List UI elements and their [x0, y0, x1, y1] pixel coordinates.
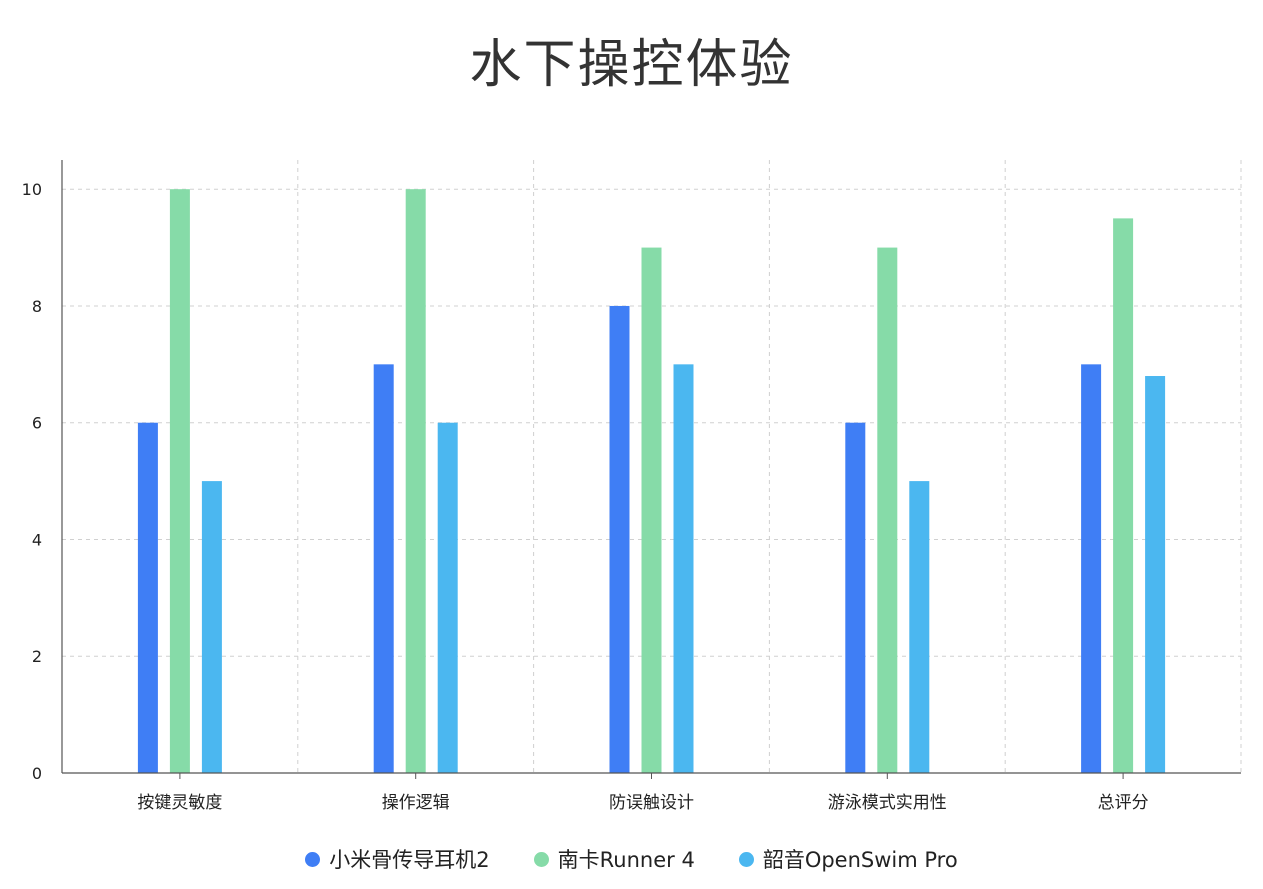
- legend-item[interactable]: 小米骨传导耳机2: [305, 844, 490, 874]
- bar: [877, 247, 898, 774]
- y-tick-label: 2: [32, 647, 42, 666]
- bar: [1113, 218, 1134, 773]
- bar: [641, 247, 662, 774]
- chart-title: 水下操控体验: [469, 35, 794, 95]
- y-tick-label: 10: [22, 180, 42, 199]
- legend-marker: [738, 851, 754, 867]
- legend: 小米骨传导耳机2 南卡Runner 4 韶音OpenSwim Pro: [0, 844, 1263, 874]
- y-tick-label: 8: [32, 297, 42, 316]
- bar: [909, 481, 930, 773]
- legend-marker: [533, 851, 549, 867]
- bar: [609, 305, 630, 773]
- x-tick-label: 总评分: [1098, 793, 1149, 813]
- x-tick-label: 按键灵敏度: [137, 793, 222, 813]
- x-tick-label: 操作逻辑: [382, 793, 450, 813]
- bar: [1081, 364, 1102, 773]
- bar: [1145, 376, 1166, 773]
- legend-marker: [305, 851, 321, 867]
- axis-labels: 0 2 4 6 8 10 按键灵敏度 操作逻辑 防误触设计 游泳模式实用性 总评分: [22, 180, 1149, 813]
- bar-chart: 0 2 4 6 8 10 按键灵敏度 操作逻辑 防误触设计 游泳模式实用性 总评分: [22, 160, 1242, 813]
- axes: [61, 160, 1241, 779]
- legend-label: 韶音OpenSwim Pro: [762, 848, 958, 872]
- bar: [169, 189, 190, 773]
- legend-item[interactable]: 韶音OpenSwim Pro: [738, 844, 958, 874]
- legend-label: 小米骨传导耳机2: [329, 848, 490, 872]
- bar: [137, 422, 158, 773]
- bar: [673, 364, 694, 773]
- y-tick-label: 0: [32, 764, 42, 783]
- bar: [373, 364, 394, 773]
- bars-group: [137, 189, 1166, 774]
- legend-label: 南卡Runner 4: [557, 848, 695, 872]
- bar: [201, 481, 222, 773]
- legend-item[interactable]: 南卡Runner 4: [533, 844, 695, 874]
- y-tick-label: 6: [32, 414, 42, 433]
- bar: [437, 422, 458, 773]
- bar: [845, 422, 866, 773]
- x-tick-label: 防误触设计: [609, 793, 694, 813]
- x-tick-label: 游泳模式实用性: [828, 793, 947, 813]
- y-tick-label: 4: [32, 530, 42, 549]
- grid-lines: [62, 160, 1242, 773]
- bar: [405, 189, 426, 773]
